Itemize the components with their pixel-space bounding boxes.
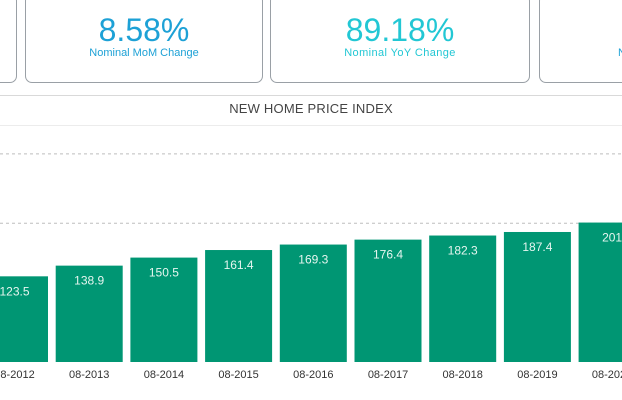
bar-data-label: 123.5 [0, 284, 30, 298]
kpi-yoy-value: 89.18% [345, 12, 455, 48]
x-tick-label: 08-2017 [368, 369, 408, 381]
bar-data-label: 201 [602, 231, 622, 245]
bar-08-2018[interactable] [429, 235, 497, 362]
x-tick-label: 08-2015 [218, 369, 258, 381]
bar-08-2014[interactable] [130, 257, 198, 362]
chart-title: NEW HOME PRICE INDEX [229, 101, 393, 116]
kpi-card-partial-left[interactable] [0, 0, 17, 83]
bar-data-label: 150.5 [149, 266, 179, 280]
bar-08-2012[interactable] [0, 276, 48, 362]
kpi-card-partial-right[interactable]: N [539, 0, 622, 83]
bar-08-2019[interactable] [503, 231, 571, 362]
bar-08-2016[interactable] [279, 244, 347, 362]
kpi-yoy-label: Nominal YoY Change [344, 47, 456, 59]
x-tick-label: 08-2018 [443, 369, 483, 381]
kpi-card-mom-change[interactable]: 8.58% Nominal MoM Change [25, 0, 263, 83]
bar-data-label: 161.4 [224, 258, 254, 272]
bar-data-label: 176.4 [373, 248, 403, 262]
bar-08-2013[interactable] [55, 265, 123, 362]
bar-data-label: 187.4 [522, 240, 552, 254]
x-tick-label: 08-2016 [293, 369, 333, 381]
x-tick-label: 08-2013 [69, 369, 109, 381]
bar-08-2015[interactable] [205, 250, 273, 362]
title-rule [0, 125, 622, 126]
bar-08-2017[interactable] [354, 239, 422, 362]
x-tick-label: 08-2014 [144, 369, 184, 381]
section-divider [0, 95, 622, 96]
x-tick-label: 08-2019 [517, 369, 557, 381]
kpi-card-yoy-change[interactable]: 89.18% Nominal YoY Change [270, 0, 530, 83]
bar-data-label: 169.3 [298, 253, 328, 267]
x-tick-label: 08-2012 [0, 369, 35, 381]
kpi-mom-label: Nominal MoM Change [89, 47, 199, 59]
x-tick-label: 08-2020 [592, 369, 622, 381]
bar-data-label: 182.3 [448, 244, 478, 258]
kpi-label: N [618, 47, 622, 59]
kpi-mom-value: 8.58% [98, 12, 190, 48]
bar-data-label: 138.9 [74, 274, 104, 288]
bar-08-2020[interactable] [578, 222, 622, 362]
